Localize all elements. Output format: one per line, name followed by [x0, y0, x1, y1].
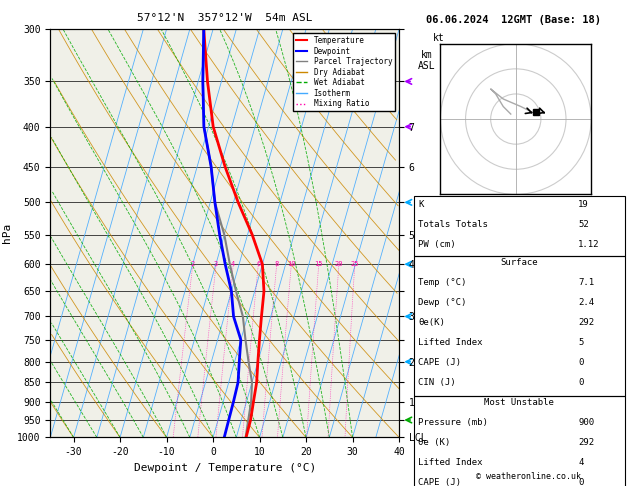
Text: Lifted Index: Lifted Index: [418, 458, 482, 467]
Text: 4: 4: [578, 458, 584, 467]
Text: © weatheronline.co.uk: © weatheronline.co.uk: [476, 472, 581, 481]
Text: 6: 6: [256, 261, 260, 267]
Text: Surface: Surface: [501, 259, 538, 267]
Text: 15: 15: [314, 261, 323, 267]
Y-axis label: hPa: hPa: [1, 223, 11, 243]
Text: 2: 2: [191, 261, 195, 267]
Text: Most Unstable: Most Unstable: [484, 398, 554, 407]
Text: 1.12: 1.12: [578, 240, 599, 249]
Text: CAPE (J): CAPE (J): [418, 358, 461, 367]
Text: 10: 10: [287, 261, 296, 267]
Text: CAPE (J): CAPE (J): [418, 478, 461, 486]
Text: 5: 5: [578, 338, 584, 347]
Title: 57°12'N  357°12'W  54m ASL: 57°12'N 357°12'W 54m ASL: [137, 13, 313, 23]
Legend: Temperature, Dewpoint, Parcel Trajectory, Dry Adiabat, Wet Adiabat, Isotherm, Mi: Temperature, Dewpoint, Parcel Trajectory…: [293, 33, 395, 111]
Text: 2.4: 2.4: [578, 298, 594, 307]
Text: 292: 292: [578, 318, 594, 327]
Text: 4: 4: [231, 261, 235, 267]
Text: kt: kt: [433, 33, 445, 43]
Text: 0: 0: [578, 378, 584, 387]
Text: 20: 20: [335, 261, 343, 267]
Text: Totals Totals: Totals Totals: [418, 220, 488, 229]
X-axis label: Dewpoint / Temperature (°C): Dewpoint / Temperature (°C): [133, 463, 316, 473]
Text: 25: 25: [350, 261, 359, 267]
Text: 8: 8: [275, 261, 279, 267]
Y-axis label: km
ASL: km ASL: [418, 50, 436, 71]
Text: θe (K): θe (K): [418, 438, 450, 447]
Text: 292: 292: [578, 438, 594, 447]
Text: 0: 0: [578, 358, 584, 367]
Text: CIN (J): CIN (J): [418, 378, 456, 387]
Text: 52: 52: [578, 220, 589, 229]
Text: 3: 3: [214, 261, 218, 267]
Text: 900: 900: [578, 418, 594, 427]
Text: 7.1: 7.1: [578, 278, 594, 287]
Text: Dewp (°C): Dewp (°C): [418, 298, 467, 307]
Text: 0: 0: [578, 478, 584, 486]
Text: θe(K): θe(K): [418, 318, 445, 327]
Text: Pressure (mb): Pressure (mb): [418, 418, 488, 427]
Text: Temp (°C): Temp (°C): [418, 278, 467, 287]
Text: 06.06.2024  12GMT (Base: 18): 06.06.2024 12GMT (Base: 18): [426, 15, 601, 25]
Text: PW (cm): PW (cm): [418, 240, 456, 249]
Text: Lifted Index: Lifted Index: [418, 338, 482, 347]
Text: 19: 19: [578, 200, 589, 209]
Text: K: K: [418, 200, 423, 209]
